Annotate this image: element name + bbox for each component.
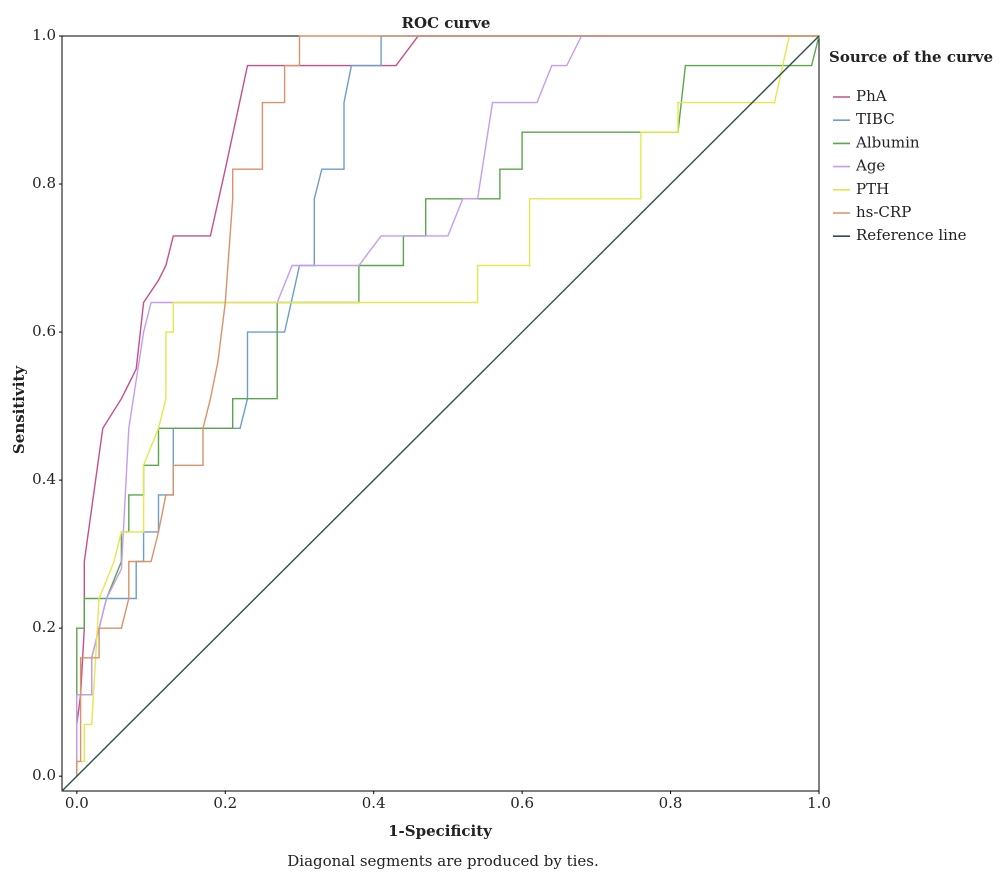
legend-label: Age: [855, 157, 885, 175]
y-tick-label: 1.0: [32, 26, 56, 44]
y-axis-label: Sensitivity: [10, 365, 28, 454]
y-tick-label: 0.4: [32, 470, 56, 488]
chart-title: ROC curve: [402, 14, 491, 32]
legend-label: PhA: [856, 87, 887, 105]
roc-line: [76, 35, 819, 763]
x-tick-label: 0.0: [65, 794, 89, 812]
y-tick-label: 0.2: [32, 618, 56, 636]
legend-label: PTH: [856, 180, 889, 198]
x-tick-label: 0.4: [362, 794, 386, 812]
x-tick-label: 0.2: [213, 794, 237, 812]
legend-label: hs-CRP: [856, 203, 911, 221]
x-tick-label: 0.8: [659, 794, 683, 812]
x-tick-label: 1.0: [807, 794, 831, 812]
roc-line: [76, 35, 819, 777]
roc-line: [61, 35, 820, 792]
x-axis-label: 1-Specificity: [388, 822, 493, 840]
footnote: Diagonal segments are produced by ties.: [287, 852, 598, 870]
legend-label: Reference line: [856, 226, 967, 244]
y-tick-label: 0.0: [32, 766, 56, 784]
y-tick-label: 0.8: [32, 174, 56, 192]
legend-title: Source of the curve: [829, 48, 993, 66]
legend-label: TIBC: [856, 110, 895, 128]
x-tick-label: 0.6: [510, 794, 534, 812]
roc-line: [76, 35, 819, 777]
y-tick-label: 0.6: [32, 322, 56, 340]
legend-label: Albumin: [855, 133, 920, 151]
